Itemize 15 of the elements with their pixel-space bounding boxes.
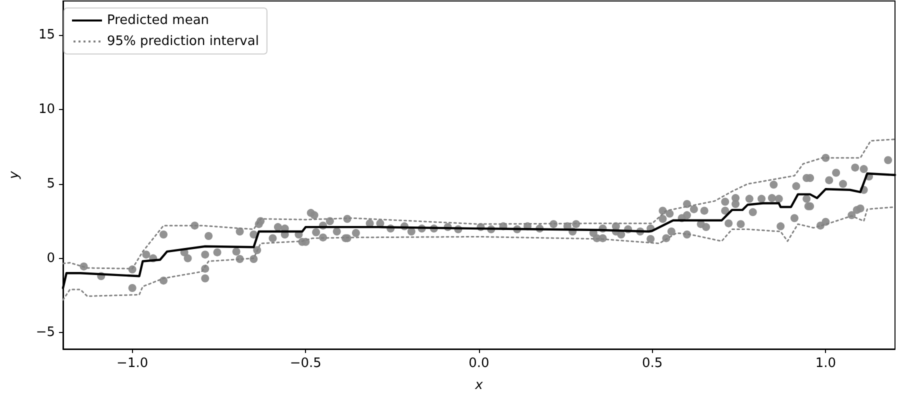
y-axis-title: y (7, 170, 22, 180)
y-tick-label: 5 (46, 176, 55, 192)
x-axis-title: x (474, 378, 484, 393)
x-tick-label: 0.5 (642, 356, 663, 371)
x-tick-label: 1.0 (815, 356, 836, 371)
x-tick-label: 0.0 (468, 356, 490, 371)
legend-label: Predicted mean (107, 13, 210, 28)
line-series (62, 206, 896, 301)
legend-label: 95% prediction interval (107, 34, 259, 49)
y-tick-label: 15 (38, 28, 55, 43)
x-tick-label: −1.0 (116, 356, 148, 371)
y-tick-label: −5 (36, 325, 55, 340)
y-tick-label: 0 (46, 250, 55, 266)
x-tick-label: −0.5 (290, 356, 322, 371)
y-tick-label: 10 (38, 102, 55, 118)
